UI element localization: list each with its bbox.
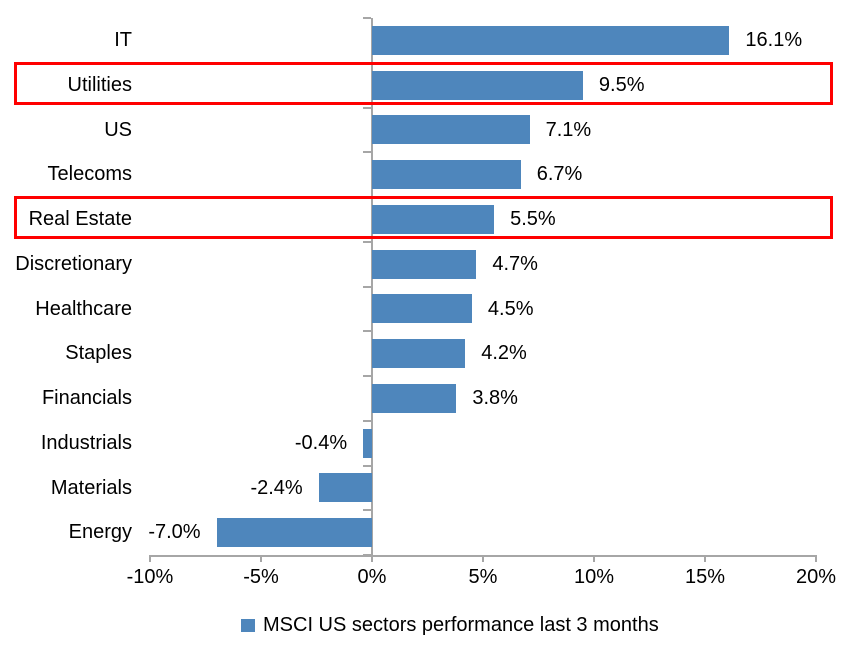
category-axis-tick	[363, 509, 371, 512]
x-axis-tick	[593, 555, 595, 562]
y-axis-line	[371, 18, 373, 555]
value-label: -7.0%	[148, 521, 201, 544]
x-axis-tick	[149, 555, 151, 562]
category-axis-tick	[363, 151, 371, 154]
legend-label: MSCI US sectors performance last 3 month…	[263, 613, 659, 636]
bar	[372, 160, 521, 190]
category-label: Utilities	[67, 73, 132, 96]
category-axis-tick	[363, 196, 371, 198]
x-tick-label: 10%	[573, 566, 615, 588]
bar	[372, 294, 472, 324]
bar	[372, 249, 477, 279]
value-label: 16.1%	[745, 29, 803, 51]
x-tick-label: -10%	[126, 566, 174, 588]
category-axis-tick	[363, 61, 371, 64]
value-label: 6.7%	[536, 163, 583, 186]
bar	[318, 473, 372, 503]
x-tick-label: -5%	[243, 566, 279, 588]
category-axis-tick	[363, 464, 371, 467]
x-axis-tick	[704, 555, 706, 562]
category-label: Energy	[68, 521, 132, 544]
value-label: -0.4%	[294, 431, 348, 454]
category-axis-tick	[363, 375, 371, 377]
category-label: IT	[114, 29, 132, 51]
category-label: Real Estate	[28, 208, 132, 230]
x-tick-label: 15%	[684, 566, 726, 588]
category-axis-tick	[363, 554, 371, 556]
value-label: 4.7%	[492, 252, 538, 275]
x-tick-label: 20%	[795, 566, 837, 588]
bar	[372, 115, 530, 145]
bar	[372, 25, 730, 55]
x-tick-label: 0%	[357, 566, 387, 588]
value-label: 3.8%	[472, 387, 518, 409]
category-label: Financials	[41, 387, 132, 409]
bar	[372, 383, 457, 413]
bar	[372, 70, 583, 100]
category-label: Healthcare	[35, 297, 132, 320]
category-axis-tick	[363, 419, 371, 422]
value-label: 7.1%	[545, 118, 592, 141]
value-label: 9.5%	[598, 73, 645, 96]
x-axis-tick	[371, 555, 373, 562]
bar	[363, 428, 372, 458]
legend: MSCI US sectors performance last 3 month…	[241, 612, 659, 638]
x-axis-tick	[482, 555, 484, 562]
category-axis-tick	[363, 240, 371, 243]
legend-marker-swatch	[241, 618, 255, 632]
value-label: 4.2%	[481, 342, 527, 365]
bar	[216, 518, 372, 548]
value-label: 4.5%	[487, 297, 534, 320]
category-axis-tick	[363, 285, 371, 288]
category-label: Staples	[65, 342, 132, 365]
category-label: Materials	[50, 476, 132, 499]
category-axis-tick	[363, 330, 371, 333]
bar	[372, 204, 495, 234]
category-label: Telecoms	[47, 163, 132, 186]
x-axis-tick	[815, 555, 817, 562]
x-axis-tick	[260, 555, 262, 562]
category-axis-tick	[363, 106, 371, 109]
x-tick-label: 5%	[468, 566, 498, 588]
category-label: US	[104, 118, 132, 141]
value-label: 5.5%	[510, 208, 556, 230]
bar	[372, 339, 466, 369]
value-label: -2.4%	[250, 476, 303, 499]
category-label: Discretionary	[15, 252, 132, 275]
category-axis-tick	[363, 17, 371, 19]
category-label: Industrials	[40, 431, 132, 454]
